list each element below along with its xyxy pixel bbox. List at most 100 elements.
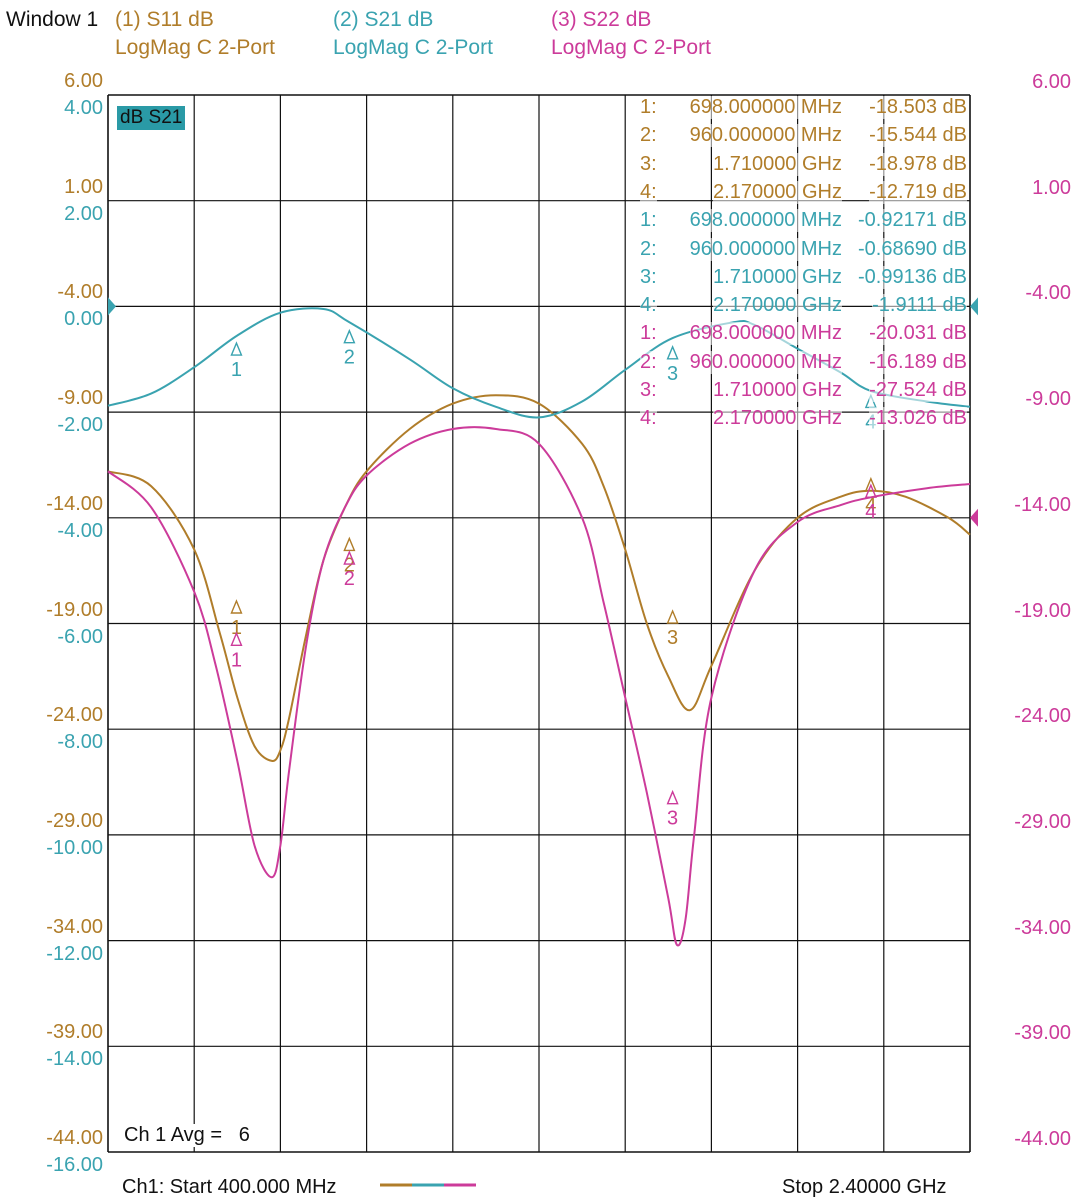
marker-table-index: 3: <box>640 152 657 176</box>
marker-table-frequency: 2.170000 GHz <box>713 180 842 204</box>
marker-table-frequency: 2.170000 GHz <box>713 407 842 431</box>
y-tick-left-secondary: -2.00 <box>57 414 103 437</box>
y-tick-left-primary: -24.00 <box>46 704 103 727</box>
marker-table-index: 1: <box>640 209 657 233</box>
y-tick-right: -19.00 <box>1014 599 1071 622</box>
y-tick-right: -34.00 <box>1014 916 1071 939</box>
marker-label: 1 <box>231 649 242 671</box>
marker-table-index: 2: <box>640 350 657 374</box>
marker-3-trace3 <box>666 789 679 805</box>
y-tick-left-secondary: -10.00 <box>46 836 103 859</box>
marker-table-index: 1: <box>640 96 657 119</box>
y-tick-left-primary: -14.00 <box>46 492 103 515</box>
marker-table-frequency: 698.000000 MHz <box>689 209 842 233</box>
marker-1-trace3 <box>230 631 243 646</box>
active-trace-badge[interactable]: dB S21 <box>117 106 186 130</box>
trace1-name[interactable]: (1) S11 dB <box>115 8 214 31</box>
marker-label: 3 <box>667 627 678 649</box>
y-tick-right: -9.00 <box>1025 388 1071 411</box>
y-tick-right: -29.00 <box>1014 810 1071 833</box>
marker-table-value: -18.503 dB <box>869 96 967 119</box>
y-tick-left-secondary: -12.00 <box>46 942 103 965</box>
y-tick-right: 1.00 <box>1032 176 1071 199</box>
trace-s22-line <box>107 426 971 947</box>
ref-arrow-s22-right <box>970 508 978 527</box>
marker-table-value: -1.9111 dB <box>872 294 967 318</box>
y-tick-left-secondary: 2.00 <box>64 202 103 225</box>
marker-table-value: -13.026 dB <box>869 407 967 431</box>
y-tick-left-primary: -9.00 <box>57 387 103 410</box>
marker-label: 1 <box>231 359 242 381</box>
marker-label: 1 <box>231 617 242 639</box>
window-label: Window 1 <box>6 8 99 31</box>
avg-value: 6 <box>238 1124 250 1146</box>
y-tick-left-primary: -4.00 <box>57 281 103 304</box>
marker-table-value: -12.719 dB <box>869 180 967 204</box>
marker-label: 4 <box>865 501 876 523</box>
y-tick-left-secondary: 0.00 <box>64 308 103 331</box>
y-tick-right: -14.00 <box>1014 493 1071 516</box>
ref-arrow-s21-left <box>108 297 116 316</box>
marker-label: 4 <box>865 495 876 517</box>
marker-table-frequency: 2.170000 GHz <box>713 294 842 318</box>
y-tick-left-secondary: -16.00 <box>46 1154 103 1176</box>
marker-table-value: -0.68690 dB <box>858 237 967 261</box>
start-frequency: Ch1: Start 400.000 MHz <box>122 1176 337 1198</box>
marker-table-value: -16.189 dB <box>869 350 967 374</box>
marker-1-trace1 <box>230 599 243 614</box>
marker-table-value: -15.544 dB <box>869 124 967 148</box>
marker-table-frequency: 698.000000 MHz <box>689 96 842 119</box>
marker-table-value: -27.524 dB <box>869 379 967 402</box>
marker-table-index: 2: <box>640 237 657 261</box>
marker-table-frequency: 960.000000 MHz <box>689 124 842 148</box>
marker-2-trace1 <box>343 536 356 552</box>
marker-table-frequency: 1.710000 GHz <box>713 265 842 289</box>
marker-label: 2 <box>344 568 355 590</box>
y-tick-left-primary: -44.00 <box>46 1127 103 1149</box>
markers: 123412341234 <box>230 328 877 830</box>
marker-label: 2 <box>344 347 355 369</box>
y-tick-right: -4.00 <box>1025 282 1071 305</box>
trace-s11-line <box>107 394 971 762</box>
y-tick-left-primary: -39.00 <box>46 1021 103 1044</box>
y-tick-left-secondary: -14.00 <box>46 1048 103 1071</box>
y-tick-left-primary: 1.00 <box>64 175 103 198</box>
trace3-format: LogMag C 2-Port <box>551 36 711 59</box>
marker-table-frequency: 960.000000 MHz <box>689 350 842 374</box>
y-tick-left-secondary: -8.00 <box>57 731 103 754</box>
y-tick-left-primary: 6.00 <box>64 70 103 92</box>
trace2-name[interactable]: (2) S21 dB <box>333 8 434 31</box>
marker-4-trace1 <box>864 476 877 492</box>
marker-table-value: -0.92171 dB <box>858 209 967 233</box>
marker-table-index: 4: <box>640 407 657 431</box>
marker-table-value: -0.99136 dB <box>858 265 967 289</box>
y-tick-left-primary: -19.00 <box>46 598 103 621</box>
marker-3-trace1 <box>666 609 679 624</box>
marker-table-index: 1: <box>640 322 657 346</box>
marker-4-trace3 <box>864 483 877 498</box>
marker-label: 3 <box>667 363 678 385</box>
stop-frequency: Stop 2.40000 GHz <box>782 1176 947 1198</box>
marker-table-index: 2: <box>640 124 657 148</box>
marker-2-trace3 <box>343 550 356 565</box>
marker-label: 2 <box>344 554 355 576</box>
trace1-format: LogMag C 2-Port <box>115 36 275 59</box>
avg-label: Ch 1 Avg = <box>124 1124 223 1146</box>
trace2-format: LogMag C 2-Port <box>333 36 493 59</box>
marker-table-index: 4: <box>640 294 657 318</box>
trace3-name[interactable]: (3) S22 dB <box>551 8 652 31</box>
marker-table-index: 3: <box>640 379 657 402</box>
y-tick-right: -39.00 <box>1014 1022 1071 1045</box>
y-tick-left-secondary: -4.00 <box>57 519 103 542</box>
y-tick-left-primary: -29.00 <box>46 809 103 832</box>
marker-table-frequency: 1.710000 GHz <box>713 379 842 402</box>
marker-label: 3 <box>667 808 678 830</box>
marker-1-trace2 <box>230 341 243 356</box>
marker-table-index: 3: <box>640 265 657 289</box>
marker-table-frequency: 698.000000 MHz <box>689 322 842 346</box>
marker-table-index: 4: <box>640 180 657 204</box>
y-tick-left-secondary: 4.00 <box>64 97 103 119</box>
marker-table-value: -20.031 dB <box>869 322 967 346</box>
y-tick-right: -24.00 <box>1014 705 1071 728</box>
marker-3-trace2 <box>666 344 679 360</box>
